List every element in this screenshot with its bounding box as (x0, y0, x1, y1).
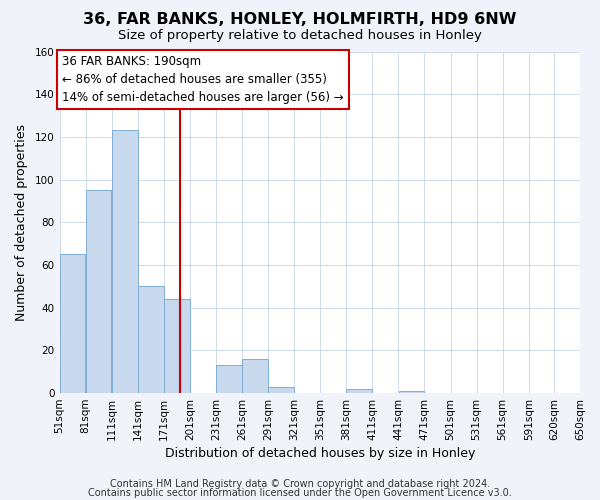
Bar (268, 386, 294, 393)
Text: 36 FAR BANKS: 190sqm
← 86% of detached houses are smaller (355)
14% of semi-deta: 36 FAR BANKS: 190sqm ← 86% of detached h… (62, 55, 344, 104)
Bar (242, 359, 268, 393)
Text: Size of property relative to detached houses in Honley: Size of property relative to detached ho… (118, 29, 482, 42)
Bar (86, 190, 112, 393)
X-axis label: Distribution of detached houses by size in Honley: Distribution of detached houses by size … (164, 447, 475, 460)
Y-axis label: Number of detached properties: Number of detached properties (15, 124, 28, 321)
Bar (138, 286, 164, 393)
Bar (398, 391, 424, 393)
Text: Contains HM Land Registry data © Crown copyright and database right 2024.: Contains HM Land Registry data © Crown c… (110, 479, 490, 489)
Bar (216, 366, 242, 393)
Bar (346, 389, 372, 393)
Text: 36, FAR BANKS, HONLEY, HOLMFIRTH, HD9 6NW: 36, FAR BANKS, HONLEY, HOLMFIRTH, HD9 6N… (83, 12, 517, 28)
Bar (60, 254, 85, 393)
Bar (164, 299, 190, 393)
Bar (112, 130, 137, 393)
Text: Contains public sector information licensed under the Open Government Licence v3: Contains public sector information licen… (88, 488, 512, 498)
